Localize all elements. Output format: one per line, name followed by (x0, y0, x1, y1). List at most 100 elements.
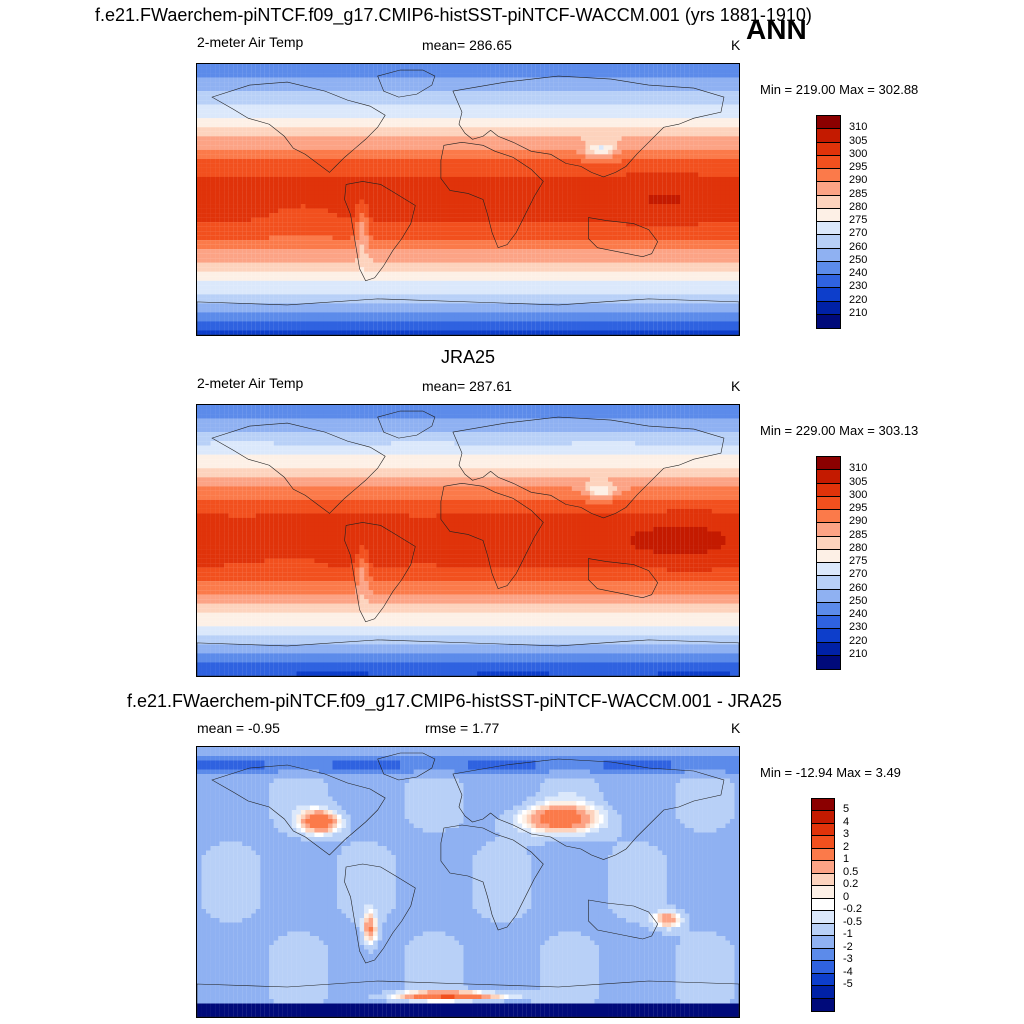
colorbar-tick-label: -2 (843, 941, 853, 953)
colorbar-swatch (817, 523, 840, 537)
colorbar-tick-label: 275 (849, 214, 867, 226)
panel2-variable-label: 2-meter Air Temp (197, 375, 303, 391)
colorbar-tick-label: 4 (843, 816, 849, 828)
panel2-heading: JRA25 (441, 347, 495, 368)
colorbar-swatch (812, 799, 834, 812)
panel1-units-label: K (731, 37, 740, 53)
colorbar-tick-label: 300 (849, 148, 867, 160)
colorbar-tick-label: 270 (849, 227, 867, 239)
panel3-minmax-label: Min = -12.94 Max = 3.49 (760, 765, 901, 780)
colorbar-swatch (817, 155, 840, 169)
colorbar-swatch (817, 314, 840, 328)
colorbar-swatch (817, 129, 840, 143)
colorbar-tick-label: 220 (849, 294, 867, 306)
panel1-map (196, 63, 740, 336)
colorbar-tick-label: 1 (843, 853, 849, 865)
colorbar-tick-label: 295 (849, 502, 867, 514)
colorbar-swatch (817, 510, 840, 524)
colorbar-swatch (817, 563, 840, 577)
colorbar-tick-label: 220 (849, 635, 867, 647)
colorbar-tick-label: -0.2 (843, 903, 862, 915)
colorbar-tick-label: 250 (849, 595, 867, 607)
colorbar-swatch (817, 616, 840, 630)
colorbar-swatch (817, 275, 840, 289)
panel1-variable-label: 2-meter Air Temp (197, 34, 303, 50)
colorbar-swatch (817, 655, 840, 669)
contour-map (197, 405, 739, 676)
colorbar-swatch (817, 261, 840, 275)
colorbar-tick-label: 290 (849, 174, 867, 186)
colorbar-swatch (817, 222, 840, 236)
colorbar-tick-label: 310 (849, 121, 867, 133)
panel2-mean-label: mean= 287.61 (422, 378, 512, 394)
colorbar-swatch (817, 195, 840, 209)
colorbar-tick-label: 305 (849, 476, 867, 488)
colorbar-tick-label: -1 (843, 928, 853, 940)
colorbar-swatch (812, 873, 834, 887)
colorbar-tick-label: 230 (849, 280, 867, 292)
panel3-map (196, 746, 740, 1018)
colorbar-tick-label: 240 (849, 608, 867, 620)
colorbar-tick-label: -5 (843, 978, 853, 990)
colorbar-tick-label: 285 (849, 529, 867, 541)
colorbar-tick-label: 210 (849, 648, 867, 660)
main-title: f.e21.FWaerchem-piNTCF.f09_g17.CMIP6-his… (95, 5, 812, 26)
colorbar-tick-label: 285 (849, 188, 867, 200)
panel2-map (196, 404, 740, 677)
colorbar-swatch (812, 998, 834, 1011)
panel1-minmax-label: Min = 219.00 Max = 302.88 (760, 82, 918, 97)
colorbar-swatch (817, 496, 840, 510)
colorbar-swatch (812, 961, 834, 974)
colorbar-tick-label: -0.5 (843, 916, 862, 928)
colorbar-swatch (817, 602, 840, 616)
colorbar-swatch (812, 861, 834, 874)
colorbar-swatch (812, 898, 834, 912)
colorbar-tick-label: 310 (849, 462, 867, 474)
colorbar-swatch (817, 288, 840, 302)
colorbar-swatch (817, 142, 840, 156)
panel1-mean-label: mean= 286.65 (422, 37, 512, 53)
colorbar-swatch (812, 973, 834, 987)
colorbar-swatch (812, 911, 834, 924)
colorbar-tick-label: 230 (849, 621, 867, 633)
colorbar-swatch (817, 576, 840, 590)
colorbar-tick-label: 260 (849, 582, 867, 594)
colorbar-tick-label: 260 (849, 241, 867, 253)
colorbar-tick-label: 305 (849, 135, 867, 147)
colorbar-swatch (817, 116, 840, 130)
colorbar-swatch (817, 629, 840, 643)
colorbar-tick-label: 5 (843, 803, 849, 815)
colorbar-tick-label: -3 (843, 953, 853, 965)
colorbar-swatch (812, 811, 834, 824)
colorbar-tick-label: 240 (849, 267, 867, 279)
colorbar-swatch (812, 848, 834, 862)
colorbar-tick-label: 250 (849, 254, 867, 266)
colorbar-swatch (817, 589, 840, 603)
colorbar-tick-label: 295 (849, 161, 867, 173)
colorbar-tick-label: 275 (849, 555, 867, 567)
panel1-colorbar (816, 115, 841, 329)
colorbar-tick-label: 210 (849, 307, 867, 319)
colorbar-tick-label: 0 (843, 891, 849, 903)
colorbar-swatch (812, 936, 834, 949)
colorbar-swatch (812, 886, 834, 899)
season-label: ANN (746, 14, 807, 46)
colorbar-tick-label: 300 (849, 489, 867, 501)
colorbar-swatch (812, 823, 834, 837)
panel2-minmax-label: Min = 229.00 Max = 303.13 (760, 423, 918, 438)
colorbar-tick-label: 280 (849, 201, 867, 213)
contour-map (197, 64, 739, 335)
colorbar-swatch (812, 948, 834, 962)
colorbar-swatch (817, 536, 840, 550)
colorbar-tick-label: 3 (843, 828, 849, 840)
colorbar-swatch (817, 208, 840, 222)
colorbar-swatch (812, 836, 834, 849)
panel2-units-label: K (731, 378, 740, 394)
panel3-mean-label: mean = -0.95 (197, 720, 280, 736)
colorbar-swatch (817, 457, 840, 471)
colorbar-tick-label: -4 (843, 966, 853, 978)
colorbar-swatch (817, 301, 840, 315)
colorbar-swatch (817, 470, 840, 484)
panel3-colorbar (811, 798, 835, 1012)
colorbar-swatch (817, 642, 840, 656)
